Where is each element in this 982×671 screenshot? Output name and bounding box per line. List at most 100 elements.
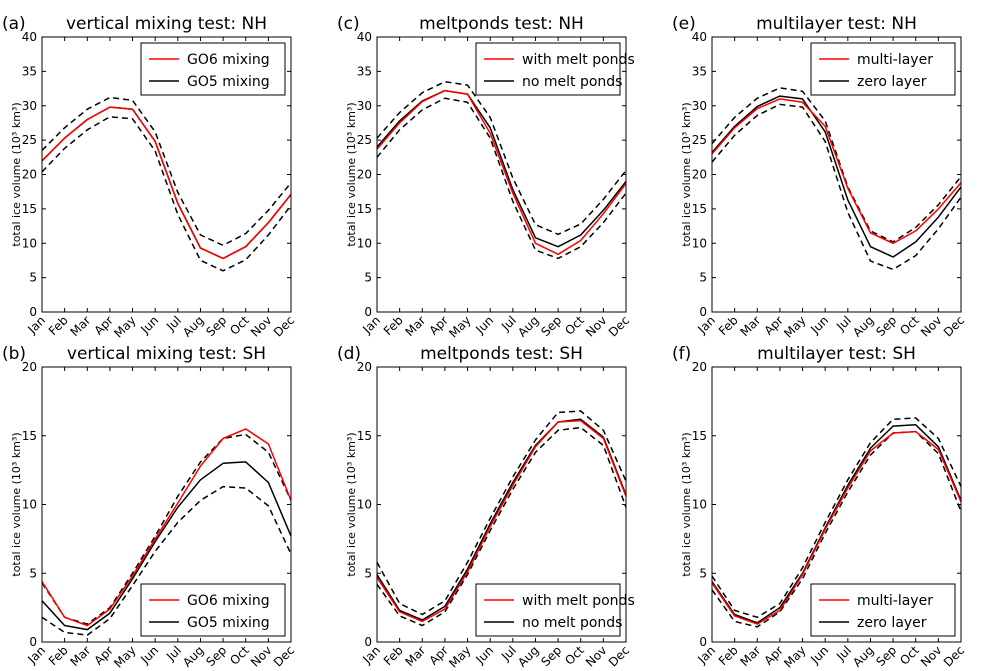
- x-tick-label: Jan: [24, 313, 48, 337]
- y-tick-label: 40: [692, 30, 707, 44]
- x-tick-label: Nov: [918, 313, 944, 339]
- y-axis-label: total ice volume (10³ km³): [345, 432, 358, 576]
- series-line-red: [376, 419, 627, 623]
- legend-label: no melt ponds: [522, 615, 622, 631]
- legend-label: zero layer: [857, 615, 927, 631]
- x-tick-label: Nov: [583, 643, 609, 669]
- series-line-red: [711, 430, 962, 625]
- x-tick-label: Aug: [850, 643, 876, 669]
- legend-box: [140, 583, 286, 637]
- legend-label: with melt ponds: [522, 52, 635, 68]
- x-tick-label: Aug: [850, 313, 876, 339]
- x-tick-label: Apr: [91, 643, 116, 668]
- y-axis-label: total ice volume (10³ km³): [10, 432, 23, 576]
- y-axis-label: total ice volume (10³ km³): [345, 102, 358, 246]
- legend-label: GO5 mixing: [187, 615, 270, 631]
- x-tick-label: Jan: [24, 643, 48, 667]
- x-tick-label: Apr: [761, 643, 786, 668]
- axes-frame: [376, 366, 627, 643]
- x-tick-label: Jan: [694, 313, 718, 337]
- chart-title: meltponds test: SH: [420, 344, 583, 364]
- x-tick-label: Jun: [472, 313, 496, 337]
- y-tick-label: 15: [357, 202, 372, 216]
- y-tick-label: 5: [699, 271, 707, 285]
- y-tick-label: 30: [22, 99, 37, 113]
- y-tick-label: 35: [22, 64, 37, 78]
- chart-panel-0: (a) vertical mixing test: NH total ice vol…: [2, 14, 297, 341]
- x-tick-label: Dec: [271, 643, 297, 669]
- y-tick-label: 15: [22, 202, 37, 216]
- legend-label: zero layer: [857, 74, 927, 90]
- legend-box: [810, 583, 956, 637]
- dashed-range-line: [376, 97, 627, 260]
- legend-box: [810, 42, 956, 96]
- x-tick-label: Nov: [918, 643, 944, 669]
- chart-panel-2: (e) multilayer test: NH total ice volume (…: [672, 14, 967, 341]
- series-line-black: [376, 89, 627, 248]
- x-tick-label: Dec: [606, 643, 632, 669]
- x-tick-label: May: [781, 313, 808, 340]
- axes-frame: [41, 36, 292, 313]
- legend-box: [475, 583, 621, 637]
- axes-frame: [711, 36, 962, 313]
- x-tick-label: Jun: [137, 313, 161, 337]
- y-tick-label: 10: [692, 498, 707, 512]
- x-tick-label: Apr: [426, 643, 451, 668]
- y-tick-label: 10: [357, 236, 372, 250]
- chart-title: meltponds test: NH: [419, 14, 584, 34]
- x-tick-label: Mar: [67, 643, 93, 669]
- x-tick-label: Aug: [180, 643, 206, 669]
- y-tick-label: 5: [699, 566, 707, 580]
- y-tick-label: 20: [22, 168, 37, 182]
- y-tick-label: 25: [22, 133, 37, 147]
- x-tick-label: Feb: [381, 313, 406, 338]
- y-tick-label: 0: [699, 635, 707, 649]
- dashed-range-line: [376, 426, 627, 627]
- series-line-black: [711, 95, 962, 258]
- dashed-range-line: [711, 87, 962, 243]
- legend-label: GO6 mixing: [187, 593, 270, 609]
- dashed-range-line: [41, 485, 292, 636]
- series-line-red: [41, 428, 292, 627]
- y-tick-label: 35: [357, 64, 372, 78]
- y-tick-label: 5: [364, 271, 372, 285]
- chart-title: multilayer test: SH: [757, 344, 916, 364]
- x-tick-label: Aug: [515, 643, 541, 669]
- legend-label: with melt ponds: [522, 593, 635, 609]
- axes-frame: [711, 366, 962, 643]
- y-tick-label: 10: [22, 498, 37, 512]
- x-tick-label: Nov: [248, 313, 274, 339]
- y-tick-label: 25: [692, 133, 707, 147]
- x-tick-label: Oct: [562, 313, 587, 338]
- legend-label: GO6 mixing: [187, 52, 270, 68]
- series-line-red: [711, 98, 962, 245]
- y-tick-label: 5: [364, 566, 372, 580]
- chart-panel-4: (d) meltponds test: SH total ice volume (1…: [337, 344, 635, 671]
- legend-box: [140, 42, 286, 96]
- x-tick-label: Jan: [359, 643, 383, 667]
- y-tick-label: 0: [364, 635, 372, 649]
- chart-title: vertical mixing test: SH: [67, 344, 266, 364]
- panel-label: (d): [337, 344, 361, 364]
- dashed-range-line: [41, 96, 292, 247]
- y-tick-label: 20: [692, 168, 707, 182]
- x-tick-label: Dec: [271, 313, 297, 339]
- x-tick-label: Oct: [897, 313, 922, 338]
- series-line-black: [711, 424, 962, 624]
- x-tick-label: Dec: [941, 643, 967, 669]
- x-tick-label: Jun: [472, 643, 496, 667]
- y-tick-label: 10: [692, 236, 707, 250]
- y-tick-label: 20: [692, 360, 707, 374]
- x-tick-label: Feb: [716, 643, 741, 668]
- chart-panel-5: (f) multilayer test: SH total ice volume (…: [672, 344, 967, 671]
- panel-label: (e): [672, 14, 696, 34]
- panel-label: (c): [337, 14, 360, 34]
- x-tick-label: Feb: [381, 643, 406, 668]
- x-tick-label: Dec: [941, 313, 967, 339]
- y-tick-label: 20: [357, 360, 372, 374]
- series-line-red: [376, 89, 627, 256]
- y-tick-label: 0: [29, 305, 37, 319]
- y-tick-label: 5: [29, 566, 37, 580]
- x-tick-label: Oct: [227, 643, 252, 668]
